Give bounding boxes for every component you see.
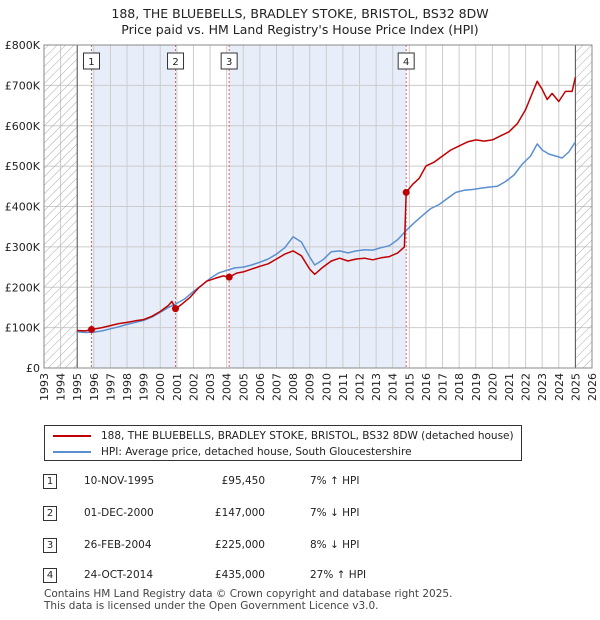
x-tick-label: 2006 bbox=[254, 373, 267, 401]
y-tick-label: £0 bbox=[26, 362, 40, 375]
x-tick-label: 2012 bbox=[354, 373, 367, 401]
sale-hpi-change: 7% ↑ HPI bbox=[310, 475, 360, 487]
legend: 188, THE BLUEBELLS, BRADLEY STOKE, BRIST… bbox=[44, 425, 522, 461]
y-tick-label: £500K bbox=[5, 160, 41, 173]
x-tick-label: 2008 bbox=[287, 373, 300, 401]
x-tick-label: 1995 bbox=[71, 373, 84, 401]
y-tick-label: £300K bbox=[5, 241, 41, 254]
no-data-hatch bbox=[44, 45, 78, 368]
sale-number-box bbox=[82, 52, 100, 70]
sale-number-box bbox=[397, 52, 415, 70]
x-tick-label: 2009 bbox=[304, 373, 317, 401]
x-tick-label: 1997 bbox=[104, 373, 117, 401]
x-tick-label: 2011 bbox=[337, 373, 350, 401]
y-tick-label: £600K bbox=[5, 120, 41, 133]
sale-number-label: 1 bbox=[88, 57, 94, 68]
sale-row: 2 01-DEC-2000 £147,000 7% ↓ HPI bbox=[0, 504, 600, 524]
x-tick-label: 2004 bbox=[221, 373, 234, 401]
x-tick-label: 1994 bbox=[55, 373, 68, 401]
sale-date: 10-NOV-1995 bbox=[84, 475, 155, 487]
sale-row: 3 26-FEB-2004 £225,000 8% ↓ HPI bbox=[0, 536, 600, 556]
x-tick-label: 1996 bbox=[88, 373, 101, 401]
sale-point bbox=[402, 188, 410, 196]
x-tick-label: 1998 bbox=[121, 373, 134, 401]
x-tick-label: 2017 bbox=[437, 373, 450, 401]
x-tick-label: 2007 bbox=[270, 373, 283, 401]
x-tick-label: 2020 bbox=[486, 373, 499, 401]
legend-item-price: 188, THE BLUEBELLS, BRADLEY STOKE, BRIST… bbox=[53, 428, 514, 444]
x-tick-label: 2001 bbox=[171, 373, 184, 401]
x-tick-label: 2010 bbox=[320, 373, 333, 401]
x-tick-label: 2005 bbox=[237, 373, 250, 401]
sale-number-label: 4 bbox=[403, 57, 409, 68]
sale-row: 4 24-OCT-2014 £435,000 27% ↑ HPI bbox=[0, 566, 600, 586]
legend-swatch-price bbox=[53, 435, 91, 437]
legend-label-price: 188, THE BLUEBELLS, BRADLEY STOKE, BRIST… bbox=[101, 430, 514, 442]
sale-date: 26-FEB-2004 bbox=[84, 539, 152, 551]
sale-price: £95,450 bbox=[221, 475, 265, 487]
sale-number-box bbox=[220, 52, 238, 70]
x-tick-label: 2015 bbox=[403, 373, 416, 401]
plot-frame bbox=[43, 44, 593, 369]
legend-swatch-hpi bbox=[53, 451, 91, 453]
sale-hpi-change: 27% ↑ HPI bbox=[310, 569, 367, 581]
title-line-address: 188, THE BLUEBELLS, BRADLEY STOKE, BRIST… bbox=[111, 6, 489, 21]
footer-attribution: Contains HM Land Registry data © Crown c… bbox=[44, 588, 452, 612]
chart-title: 188, THE BLUEBELLS, BRADLEY STOKE, BRIST… bbox=[0, 6, 600, 38]
x-tick-label: 2003 bbox=[204, 373, 217, 401]
x-tick-label: 2013 bbox=[370, 373, 383, 401]
x-tick-label: 2023 bbox=[536, 373, 549, 401]
sale-number-badge: 2 bbox=[43, 506, 57, 521]
y-tick-label: £700K bbox=[5, 79, 41, 92]
sale-hpi-change: 7% ↓ HPI bbox=[310, 507, 360, 519]
no-data-hatch bbox=[575, 45, 592, 368]
title-line-subtitle: Price paid vs. HM Land Registry's House … bbox=[121, 22, 479, 37]
sale-point bbox=[172, 305, 180, 313]
x-tick-label: 2022 bbox=[520, 373, 533, 401]
sale-date: 24-OCT-2014 bbox=[84, 569, 153, 581]
x-tick-label: 2026 bbox=[586, 373, 599, 401]
sale-row: 1 10-NOV-1995 £95,450 7% ↑ HPI bbox=[0, 472, 600, 492]
x-tick-label: 2021 bbox=[503, 373, 516, 401]
sale-price: £147,000 bbox=[214, 507, 265, 519]
sale-number-badge: 3 bbox=[43, 538, 57, 553]
price-paid-line bbox=[77, 77, 577, 332]
x-tick-label: 2002 bbox=[187, 373, 200, 401]
y-tick-label: £800K bbox=[5, 39, 41, 52]
legend-item-hpi: HPI: Average price, detached house, Sout… bbox=[53, 444, 412, 460]
x-tick-label: 2025 bbox=[569, 373, 582, 401]
hpi-line bbox=[77, 141, 577, 334]
sale-number-label: 3 bbox=[226, 57, 232, 68]
sale-number-box bbox=[167, 52, 185, 70]
sale-price: £435,000 bbox=[214, 569, 265, 581]
x-tick-label: 2016 bbox=[420, 373, 433, 401]
legend-label-hpi: HPI: Average price, detached house, Sout… bbox=[101, 446, 412, 458]
y-tick-label: £100K bbox=[5, 322, 41, 335]
price-chart: £0 £100K £200K £300K £400K £500K £600K £700K £80… bbox=[5, 39, 599, 401]
x-tick-label: 2000 bbox=[154, 373, 167, 401]
y-tick-label: £400K bbox=[5, 201, 41, 214]
sale-hpi-change: 8% ↓ HPI bbox=[310, 539, 360, 551]
y-tick-label: £200K bbox=[5, 281, 41, 294]
sale-point bbox=[225, 273, 233, 281]
x-tick-label: 2014 bbox=[387, 373, 400, 401]
footer-line-copyright: Contains HM Land Registry data © Crown c… bbox=[44, 588, 453, 600]
x-tick-label: 1999 bbox=[138, 373, 151, 401]
sale-number-badge: 4 bbox=[43, 568, 57, 583]
sale-number-label: 2 bbox=[172, 57, 178, 68]
x-tick-label: 1993 bbox=[38, 373, 51, 401]
sale-point bbox=[87, 325, 95, 333]
x-tick-label: 2018 bbox=[453, 373, 466, 401]
sale-date: 01-DEC-2000 bbox=[84, 507, 154, 519]
footer-line-licence: This data is licensed under the Open Gov… bbox=[44, 600, 379, 612]
sale-number-badge: 1 bbox=[43, 474, 57, 489]
x-tick-label: 2019 bbox=[470, 373, 483, 401]
sale-price: £225,000 bbox=[214, 539, 265, 551]
x-tick-label: 2024 bbox=[553, 373, 566, 401]
